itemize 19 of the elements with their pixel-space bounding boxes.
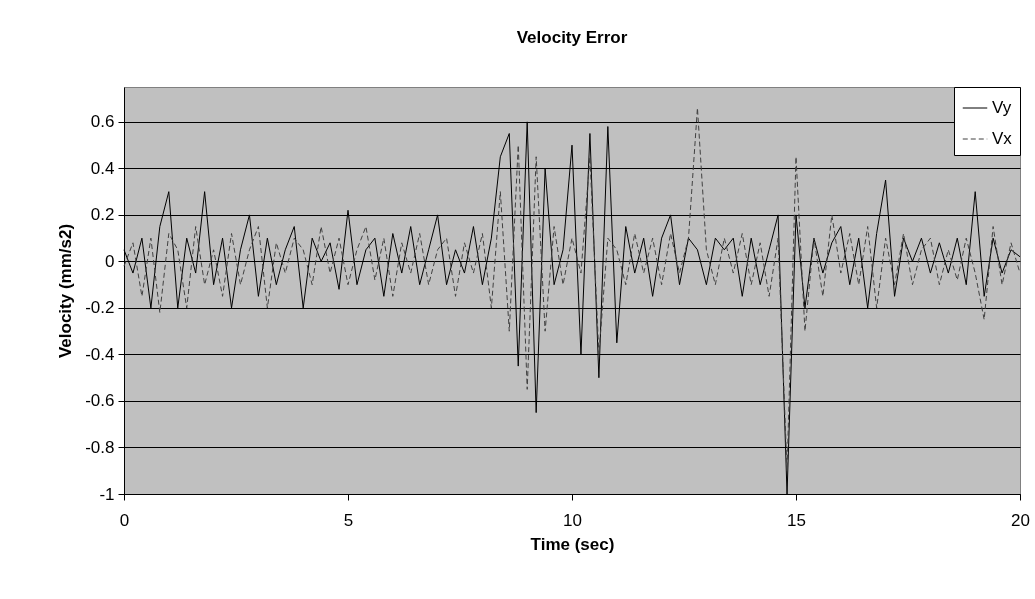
y-tick-label: 0.2	[90, 205, 115, 225]
y-tick-label: -0.6	[85, 391, 115, 411]
y-tick-label: 0.6	[90, 112, 115, 132]
legend-label: Vx	[992, 129, 1013, 148]
chart-title: Velocity Error	[516, 27, 628, 47]
y-tick-label: 0	[105, 251, 115, 271]
y-tick-label: -0.4	[85, 344, 115, 364]
y-tick-label: -0.2	[85, 298, 115, 318]
x-tick-label: 5	[343, 510, 354, 530]
y-tick-label: -1	[99, 484, 115, 504]
x-tick-label: 0	[119, 510, 130, 530]
x-tick-label: 15	[787, 510, 806, 530]
y-tick-label: -0.8	[85, 437, 115, 457]
y-axis-title: Velocity (mm/s2)	[56, 223, 76, 359]
x-tick-label: 10	[563, 510, 582, 530]
x-tick-label: 20	[1011, 510, 1030, 530]
y-tick-label: 0.4	[90, 158, 115, 178]
legend-label: Vy	[992, 98, 1012, 117]
x-axis-title: Time (sec)	[530, 534, 615, 554]
